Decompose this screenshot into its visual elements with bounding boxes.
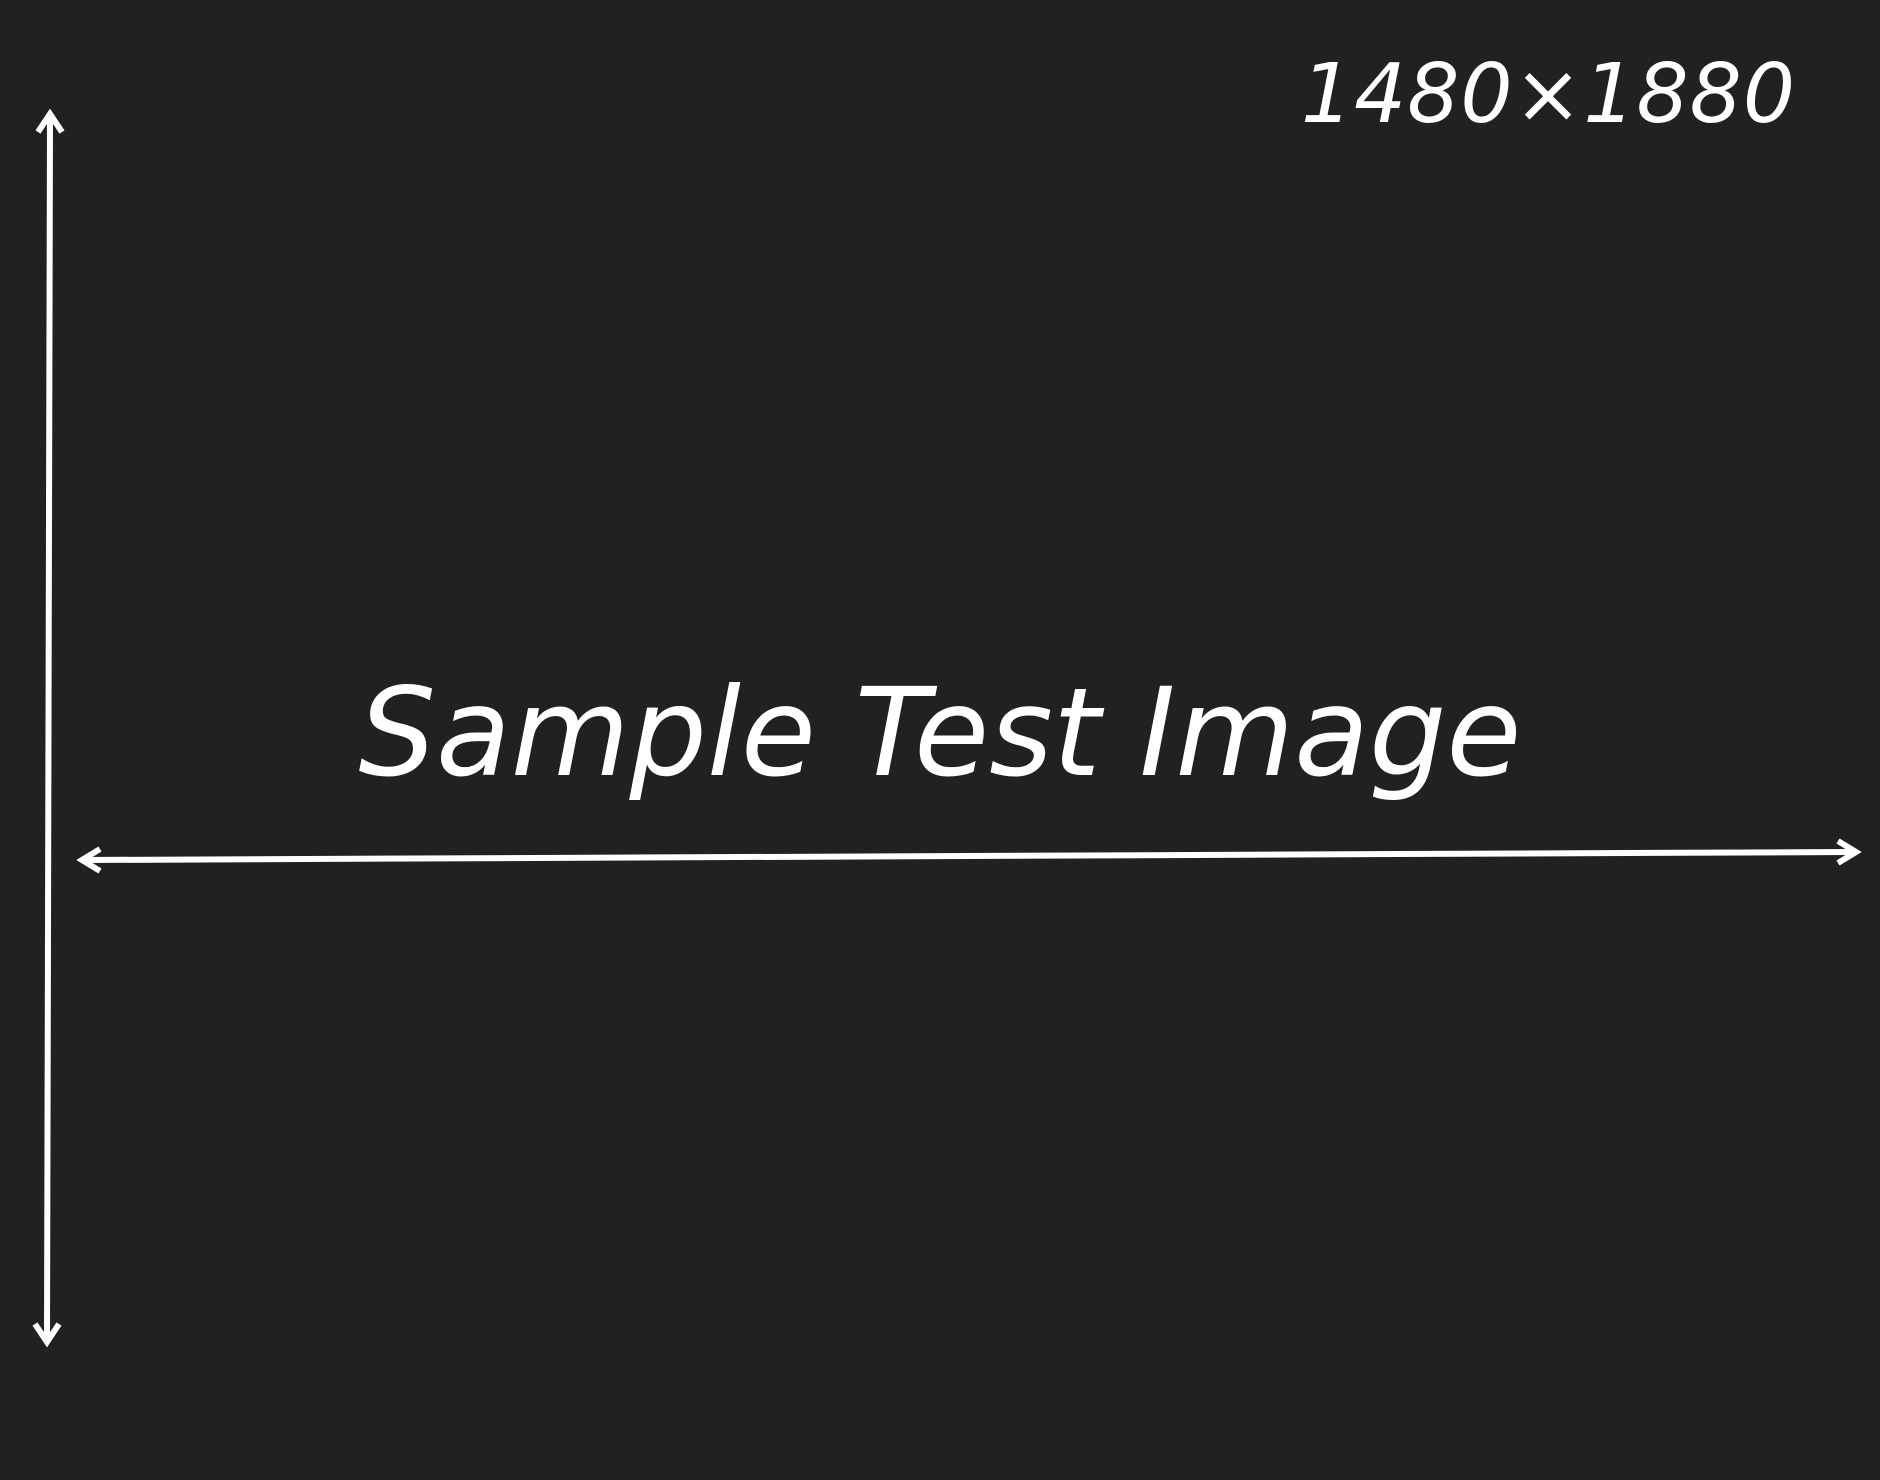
horizontal-double-arrow-icon [76,838,1862,874]
image-title: Sample Test Image [358,662,1522,804]
vertical-double-arrow-icon [32,108,65,1348]
dimensions-label: 1480×1880 [1300,47,1796,142]
